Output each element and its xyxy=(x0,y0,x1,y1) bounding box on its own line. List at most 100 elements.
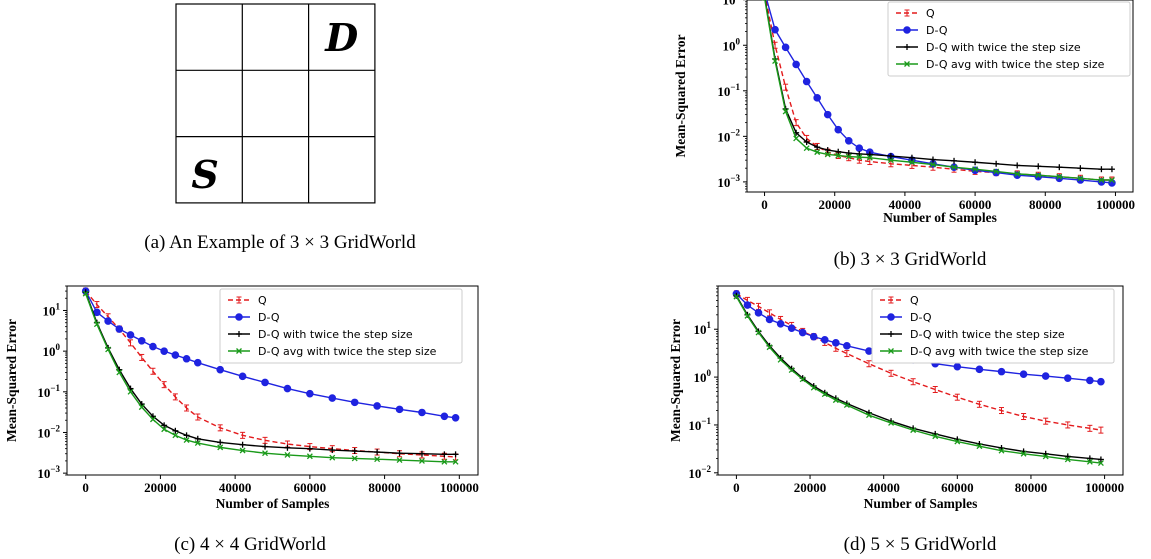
legend-box xyxy=(871,288,1115,364)
caption-a: (a) An Example of 3 × 3 GridWorld xyxy=(144,232,416,253)
data-point xyxy=(240,431,246,439)
x-tick-label: 100000 xyxy=(1085,480,1124,495)
data-point xyxy=(932,433,939,440)
data-point xyxy=(793,119,799,127)
data-point xyxy=(972,166,979,173)
x-axis-label: Number of Samples xyxy=(864,496,978,511)
data-point xyxy=(139,353,145,361)
data-point xyxy=(183,437,190,444)
data-point xyxy=(395,405,404,414)
legend-box xyxy=(219,288,463,364)
data-point xyxy=(809,332,818,341)
start-letter: S xyxy=(191,152,218,197)
x-tick-label: 80000 xyxy=(368,480,401,495)
data-point xyxy=(823,110,832,119)
x-tick-label: 100000 xyxy=(440,480,479,495)
data-point xyxy=(1041,372,1050,380)
data-point xyxy=(149,416,156,423)
data-point xyxy=(1064,453,1071,460)
data-point xyxy=(1077,165,1084,172)
data-point xyxy=(799,376,806,383)
data-point xyxy=(845,153,852,160)
data-point xyxy=(832,339,840,347)
data-point xyxy=(824,147,831,154)
data-point xyxy=(149,342,157,351)
data-point xyxy=(792,60,800,69)
legend-marker xyxy=(888,348,894,354)
data-point xyxy=(194,440,201,446)
data-point xyxy=(137,336,146,345)
y-tick-label: 101 xyxy=(723,0,741,8)
data-point xyxy=(115,325,124,333)
chart-panel-c: 0 20000 40000 60000 80000 100000 10−3 10−2 10−1 1… xyxy=(0,276,486,516)
data-point xyxy=(856,150,863,157)
data-point xyxy=(971,166,979,175)
data-point xyxy=(1097,377,1105,386)
data-point xyxy=(418,450,425,457)
caption-b: (b) 3 × 3 GridWorld xyxy=(833,249,987,270)
x-tick-label: 40000 xyxy=(219,480,252,495)
data-point xyxy=(1021,413,1027,421)
y-tick-label: 10−2 xyxy=(717,127,740,144)
data-point xyxy=(887,153,894,160)
data-point xyxy=(161,426,168,433)
legend-label: D-Q avg with twice the step size xyxy=(910,345,1089,358)
x-tick-label: 100000 xyxy=(1096,197,1135,212)
data-point xyxy=(765,315,774,324)
data-point xyxy=(992,168,1000,177)
y-tick-label: 10−3 xyxy=(37,464,60,481)
data-point xyxy=(329,447,336,454)
data-point xyxy=(997,367,1006,376)
data-point xyxy=(951,164,957,171)
data-point xyxy=(1108,177,1115,183)
legend-label: D-Q with twice the step size xyxy=(910,328,1065,341)
data-point xyxy=(865,412,872,419)
data-point xyxy=(772,58,779,65)
data-point xyxy=(1087,424,1093,432)
data-point xyxy=(787,324,796,333)
legend-marker xyxy=(236,348,242,354)
chart-panel-d: 0 20000 40000 60000 80000 100000 10−2 10−1 100 10… xyxy=(665,276,1151,516)
series-line-0 xyxy=(736,293,1102,431)
data-point xyxy=(798,328,807,337)
data-point xyxy=(844,350,850,358)
data-point xyxy=(306,445,313,452)
x-axis-label: Number of Samples xyxy=(216,496,330,511)
data-point xyxy=(374,456,381,463)
data-point xyxy=(262,443,269,450)
data-point xyxy=(1086,458,1093,465)
data-point xyxy=(813,94,821,102)
plot-frame xyxy=(746,0,1134,193)
data-point xyxy=(802,77,811,86)
data-point xyxy=(908,159,915,166)
data-point xyxy=(976,443,983,450)
data-point xyxy=(843,402,850,409)
data-point xyxy=(910,427,917,434)
data-point xyxy=(1042,453,1049,460)
data-point xyxy=(865,347,873,355)
plot-frame xyxy=(66,285,479,476)
data-point xyxy=(993,160,1000,167)
data-point xyxy=(1035,163,1042,170)
data-point xyxy=(150,367,156,375)
data-point xyxy=(1086,376,1094,385)
data-point xyxy=(814,144,821,151)
data-point xyxy=(238,372,247,381)
data-point xyxy=(262,436,268,444)
caption-d: (d) 5 × 5 GridWorld xyxy=(843,534,997,555)
y-tick-label: 101 xyxy=(694,320,712,337)
data-point xyxy=(856,154,863,161)
data-point xyxy=(754,309,763,317)
legend-label: Q xyxy=(910,294,919,307)
data-point xyxy=(182,354,191,363)
data-point xyxy=(781,43,790,52)
data-point xyxy=(193,358,202,367)
y-tick-label: 10−1 xyxy=(717,82,740,99)
legend-label: D-Q xyxy=(910,311,932,324)
legend-marker xyxy=(904,9,910,17)
legend-marker xyxy=(887,313,895,321)
goal-letter: D xyxy=(324,15,358,60)
data-point xyxy=(1097,456,1104,463)
data-point xyxy=(824,151,831,158)
data-point xyxy=(116,369,123,376)
